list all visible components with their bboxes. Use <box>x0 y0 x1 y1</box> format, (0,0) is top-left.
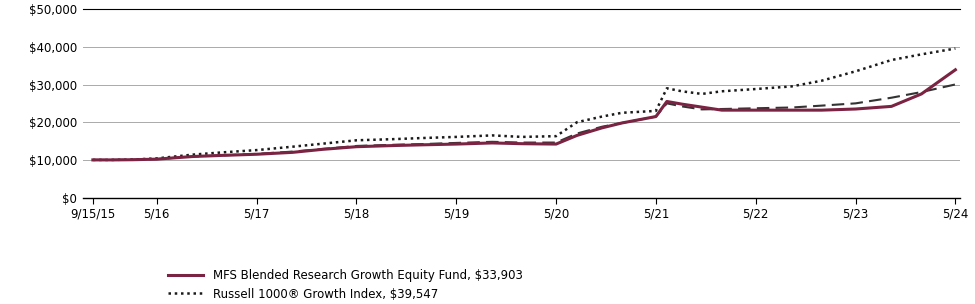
MFS Blended Research Growth Equity Fund, $33,903 <box>849 107 861 111</box>
MFS Blended Research Growth Equity Fund, $33,903 <box>676 102 687 106</box>
Russell 3000® Index, $30,020 <box>596 125 607 129</box>
Russell 3000® Index, $30,020 <box>676 105 687 108</box>
MFS Blended Research Growth Equity Fund, $33,903 <box>107 158 119 162</box>
Russell 3000® Index, $30,020 <box>950 83 961 86</box>
MFS Blended Research Growth Equity Fund, $33,903 <box>351 145 363 149</box>
MFS Blended Research Growth Equity Fund, $33,903 <box>786 108 798 112</box>
MFS Blended Research Growth Equity Fund, $33,903 <box>151 157 163 161</box>
Russell 3000® Index, $30,020 <box>450 141 462 145</box>
Russell 3000® Index, $30,020 <box>151 157 163 161</box>
MFS Blended Research Growth Equity Fund, $33,903 <box>916 92 927 96</box>
Russell 3000® Index, $30,020 <box>716 107 727 111</box>
Russell 1000® Growth Index, $39,547 <box>696 92 708 96</box>
Russell 1000® Growth Index, $39,547 <box>750 87 761 91</box>
Russell 1000® Growth Index, $39,547 <box>151 157 163 160</box>
Russell 3000® Index, $30,020 <box>650 115 662 118</box>
MFS Blended Research Growth Equity Fund, $33,903 <box>87 158 98 162</box>
Russell 3000® Index, $30,020 <box>849 102 861 105</box>
MFS Blended Research Growth Equity Fund, $33,903 <box>317 147 329 151</box>
Russell 3000® Index, $30,020 <box>487 140 498 143</box>
MFS Blended Research Growth Equity Fund, $33,903 <box>251 152 262 156</box>
MFS Blended Research Growth Equity Fund, $33,903 <box>550 142 562 146</box>
Russell 3000® Index, $30,020 <box>786 106 798 109</box>
MFS Blended Research Growth Equity Fund, $33,903 <box>616 121 628 125</box>
Russell 1000® Growth Index, $39,547 <box>550 134 562 138</box>
MFS Blended Research Growth Equity Fund, $33,903 <box>650 115 662 118</box>
MFS Blended Research Growth Equity Fund, $33,903 <box>950 68 961 72</box>
Russell 3000® Index, $30,020 <box>517 141 528 144</box>
MFS Blended Research Growth Equity Fund, $33,903 <box>661 100 673 103</box>
Russell 1000® Growth Index, $39,547 <box>317 142 329 146</box>
Russell 1000® Growth Index, $39,547 <box>596 115 607 118</box>
Russell 3000® Index, $30,020 <box>287 150 298 154</box>
MFS Blended Research Growth Equity Fund, $33,903 <box>127 158 138 161</box>
Russell 1000® Growth Index, $39,547 <box>187 153 199 157</box>
Russell 3000® Index, $30,020 <box>550 141 562 144</box>
Russell 1000® Growth Index, $39,547 <box>950 47 961 50</box>
MFS Blended Research Growth Equity Fund, $33,903 <box>487 141 498 145</box>
Russell 3000® Index, $30,020 <box>127 158 138 161</box>
Russell 3000® Index, $30,020 <box>571 132 583 135</box>
Russell 3000® Index, $30,020 <box>750 106 761 110</box>
Russell 1000® Growth Index, $39,547 <box>650 109 662 113</box>
MFS Blended Research Growth Equity Fund, $33,903 <box>716 108 727 112</box>
Russell 3000® Index, $30,020 <box>816 104 828 107</box>
Russell 3000® Index, $30,020 <box>87 158 98 162</box>
Russell 1000® Growth Index, $39,547 <box>87 158 98 162</box>
MFS Blended Research Growth Equity Fund, $33,903 <box>187 155 199 158</box>
MFS Blended Research Growth Equity Fund, $33,903 <box>696 105 708 109</box>
Russell 1000® Growth Index, $39,547 <box>216 150 228 154</box>
Russell 3000® Index, $30,020 <box>616 121 628 125</box>
MFS Blended Research Growth Equity Fund, $33,903 <box>517 142 528 146</box>
Russell 3000® Index, $30,020 <box>351 144 363 148</box>
Russell 3000® Index, $30,020 <box>107 158 119 162</box>
Russell 3000® Index, $30,020 <box>916 90 927 94</box>
Russell 1000® Growth Index, $39,547 <box>127 158 138 161</box>
Russell 1000® Growth Index, $39,547 <box>716 89 727 93</box>
Russell 1000® Growth Index, $39,547 <box>487 133 498 137</box>
Russell 1000® Growth Index, $39,547 <box>885 58 897 62</box>
Russell 1000® Growth Index, $39,547 <box>676 89 687 93</box>
Line: Russell 3000® Index, $30,020: Russell 3000® Index, $30,020 <box>93 85 956 160</box>
MFS Blended Research Growth Equity Fund, $33,903 <box>416 143 428 147</box>
MFS Blended Research Growth Equity Fund, $33,903 <box>571 133 583 137</box>
Russell 1000® Growth Index, $39,547 <box>849 70 861 73</box>
Russell 3000® Index, $30,020 <box>661 102 673 105</box>
MFS Blended Research Growth Equity Fund, $33,903 <box>596 126 607 130</box>
Legend: MFS Blended Research Growth Equity Fund, $33,903, Russell 1000® Growth Index, $3: MFS Blended Research Growth Equity Fund,… <box>168 269 523 304</box>
Line: Russell 1000® Growth Index, $39,547: Russell 1000® Growth Index, $39,547 <box>93 49 956 160</box>
Russell 3000® Index, $30,020 <box>216 154 228 157</box>
MFS Blended Research Growth Equity Fund, $33,903 <box>287 150 298 154</box>
Russell 3000® Index, $30,020 <box>696 108 708 111</box>
Russell 3000® Index, $30,020 <box>885 96 897 99</box>
Russell 1000® Growth Index, $39,547 <box>386 137 398 141</box>
Russell 1000® Growth Index, $39,547 <box>816 79 828 83</box>
Russell 3000® Index, $30,020 <box>386 143 398 147</box>
Russell 1000® Growth Index, $39,547 <box>517 135 528 139</box>
Russell 1000® Growth Index, $39,547 <box>287 145 298 149</box>
Russell 1000® Growth Index, $39,547 <box>661 86 673 90</box>
Russell 1000® Growth Index, $39,547 <box>786 85 798 88</box>
MFS Blended Research Growth Equity Fund, $33,903 <box>386 144 398 147</box>
MFS Blended Research Growth Equity Fund, $33,903 <box>885 105 897 108</box>
Russell 3000® Index, $30,020 <box>251 152 262 156</box>
Russell 1000® Growth Index, $39,547 <box>916 53 927 56</box>
Russell 3000® Index, $30,020 <box>187 155 199 158</box>
MFS Blended Research Growth Equity Fund, $33,903 <box>216 154 228 157</box>
Russell 1000® Growth Index, $39,547 <box>416 136 428 140</box>
MFS Blended Research Growth Equity Fund, $33,903 <box>750 108 761 112</box>
Line: MFS Blended Research Growth Equity Fund, $33,903: MFS Blended Research Growth Equity Fund,… <box>93 70 956 160</box>
Russell 1000® Growth Index, $39,547 <box>251 148 262 152</box>
Russell 1000® Growth Index, $39,547 <box>450 135 462 139</box>
Russell 1000® Growth Index, $39,547 <box>616 111 628 115</box>
Russell 1000® Growth Index, $39,547 <box>571 120 583 124</box>
Russell 3000® Index, $30,020 <box>416 142 428 146</box>
MFS Blended Research Growth Equity Fund, $33,903 <box>816 108 828 112</box>
Russell 1000® Growth Index, $39,547 <box>351 139 363 142</box>
MFS Blended Research Growth Equity Fund, $33,903 <box>450 142 462 146</box>
Russell 1000® Growth Index, $39,547 <box>107 158 119 162</box>
Russell 3000® Index, $30,020 <box>317 147 329 151</box>
